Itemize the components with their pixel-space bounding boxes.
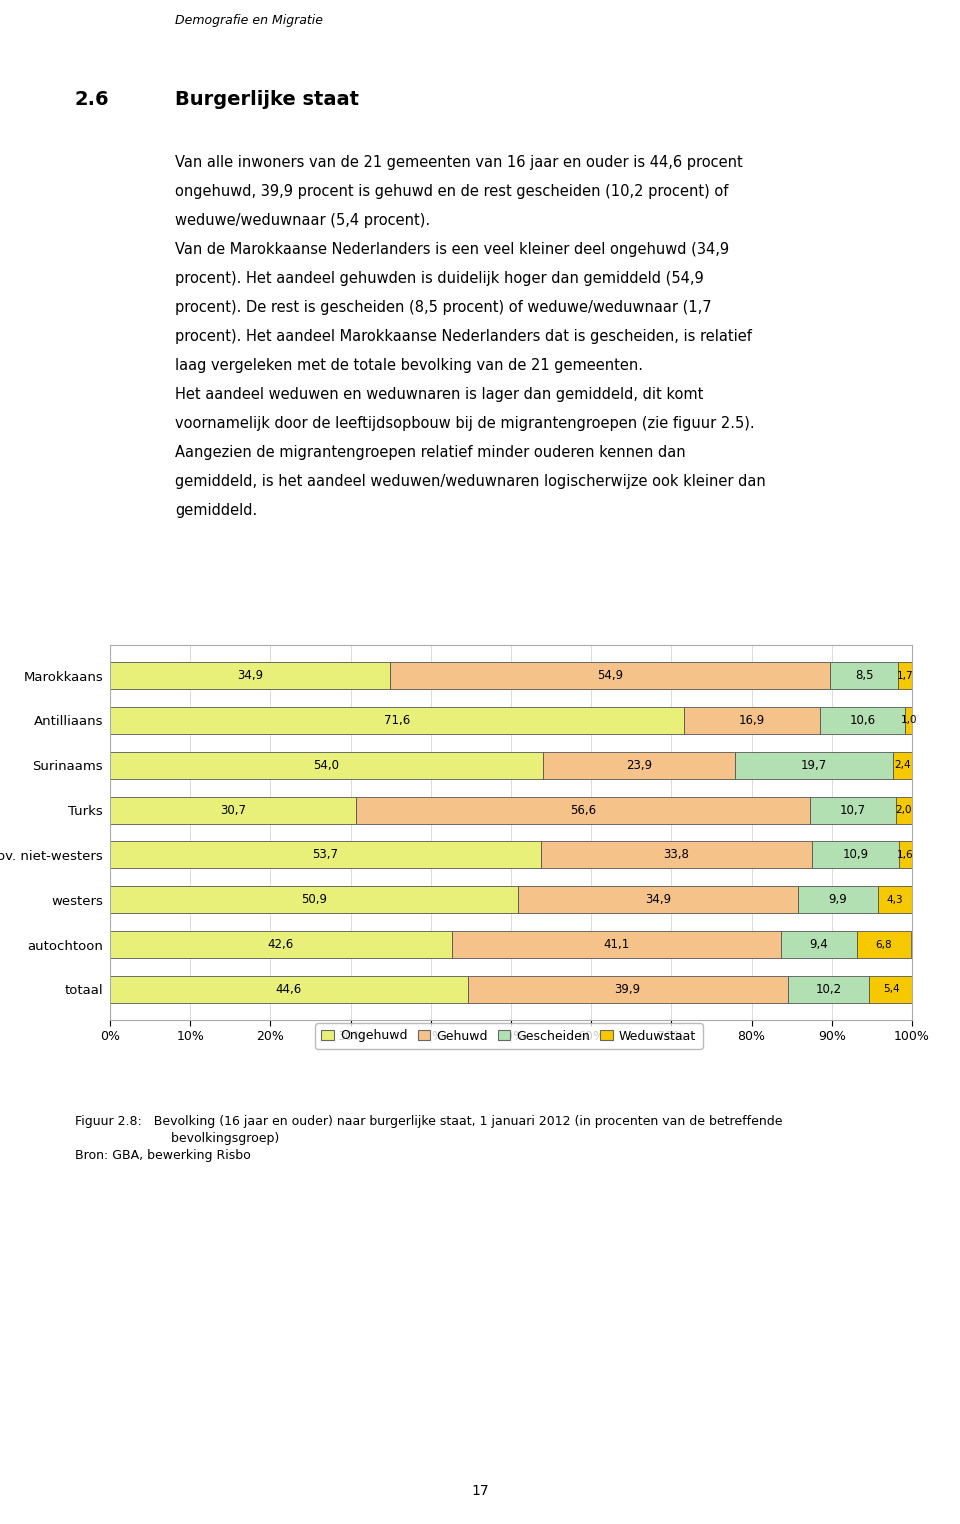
Bar [110, 661, 390, 689]
Text: 2,4: 2,4 [894, 760, 911, 770]
Text: gemiddeld, is het aandeel weduwen/weduwnaren logischerwijze ook kleiner dan: gemiddeld, is het aandeel weduwen/weduwn… [175, 474, 766, 489]
Text: procent). Het aandeel gehuwden is duidelijk hoger dan gemiddeld (54,9: procent). Het aandeel gehuwden is duidel… [175, 271, 704, 287]
Text: voornamelijk door de leeftijdsopbouw bij de migrantengroepen (zie figuur 2.5).: voornamelijk door de leeftijdsopbouw bij… [175, 416, 755, 431]
Text: 41,1: 41,1 [603, 939, 630, 951]
Text: 9,4: 9,4 [809, 939, 828, 951]
Bar [904, 707, 913, 735]
Text: 34,9: 34,9 [237, 669, 263, 683]
Text: 44,6: 44,6 [276, 983, 302, 997]
Bar [390, 661, 830, 689]
Text: 50,9: 50,9 [301, 893, 327, 907]
Text: Het aandeel weduwen en weduwnaren is lager dan gemiddeld, dit komt: Het aandeel weduwen en weduwnaren is lag… [175, 387, 704, 402]
Text: 17: 17 [471, 1484, 489, 1498]
Bar [798, 887, 877, 913]
Text: ongehuwd, 39,9 procent is gehuwd en de rest gescheiden (10,2 procent) of: ongehuwd, 39,9 procent is gehuwd en de r… [175, 184, 729, 200]
Bar [899, 661, 912, 689]
Text: 30,7: 30,7 [220, 803, 246, 817]
Text: procent). De rest is gescheiden (8,5 procent) of weduwe/weduwnaar (1,7: procent). De rest is gescheiden (8,5 pro… [175, 300, 711, 315]
Text: Aangezien de migrantengroepen relatief minder ouderen kennen dan: Aangezien de migrantengroepen relatief m… [175, 445, 685, 460]
Bar [356, 797, 810, 823]
Text: 33,8: 33,8 [663, 849, 689, 861]
Text: 71,6: 71,6 [384, 713, 410, 727]
Bar [830, 661, 899, 689]
Text: gemiddeld.: gemiddeld. [175, 503, 257, 518]
Text: weduwe/weduwnaar (5,4 procent).: weduwe/weduwnaar (5,4 procent). [175, 213, 430, 229]
Text: 10,7: 10,7 [840, 803, 866, 817]
Text: laag vergeleken met de totale bevolking van de 21 gemeenten.: laag vergeleken met de totale bevolking … [175, 358, 643, 373]
Bar [900, 841, 912, 869]
Bar [518, 887, 798, 913]
Bar [468, 975, 788, 1003]
Bar [684, 707, 820, 735]
Text: 9,9: 9,9 [828, 893, 847, 907]
Text: 53,7: 53,7 [312, 849, 338, 861]
Bar [110, 797, 356, 823]
Text: Van alle inwoners van de 21 gemeenten van 16 jaar en ouder is 44,6 procent: Van alle inwoners van de 21 gemeenten va… [175, 155, 743, 171]
Bar [812, 841, 900, 869]
Bar [110, 751, 543, 779]
Text: 54,9: 54,9 [597, 669, 623, 683]
Bar [110, 931, 451, 959]
Bar [893, 751, 912, 779]
Text: procent). Het aandeel Marokkaanse Nederlanders dat is gescheiden, is relatief: procent). Het aandeel Marokkaanse Nederl… [175, 329, 752, 344]
Text: 10,9: 10,9 [842, 849, 869, 861]
Text: 23,9: 23,9 [626, 759, 652, 771]
Bar [870, 975, 913, 1003]
Text: Burgerlijke staat: Burgerlijke staat [175, 90, 359, 110]
Text: 10,6: 10,6 [850, 713, 876, 727]
Text: 2,0: 2,0 [896, 805, 912, 815]
Bar [110, 887, 518, 913]
Bar [451, 931, 781, 959]
Bar [896, 797, 912, 823]
Bar [820, 707, 904, 735]
Bar [543, 751, 734, 779]
Text: 6,8: 6,8 [876, 940, 892, 949]
Bar [110, 975, 468, 1003]
Text: 39,9: 39,9 [614, 983, 640, 997]
Text: 16,9: 16,9 [739, 713, 765, 727]
Bar [734, 751, 893, 779]
Text: 5,4: 5,4 [883, 985, 900, 995]
Text: 1,6: 1,6 [898, 850, 914, 860]
Text: 4,3: 4,3 [886, 895, 903, 905]
Text: Van de Marokkaanse Nederlanders is een veel kleiner deel ongehuwd (34,9: Van de Marokkaanse Nederlanders is een v… [175, 242, 730, 258]
Text: bevolkingsgroep): bevolkingsgroep) [75, 1132, 279, 1145]
Bar [877, 887, 912, 913]
Bar [540, 841, 812, 869]
Text: Figuur 2.8:   Bevolking (16 jaar en ouder) naar burgerlijke staat, 1 januari 201: Figuur 2.8: Bevolking (16 jaar en ouder)… [75, 1116, 782, 1128]
Bar [810, 797, 896, 823]
Text: 34,9: 34,9 [645, 893, 671, 907]
Bar [856, 931, 911, 959]
Text: 1,7: 1,7 [897, 671, 914, 681]
Legend: Ongehuwd, Gehuwd, Gescheiden, Weduwstaat: Ongehuwd, Gehuwd, Gescheiden, Weduwstaat [315, 1023, 703, 1049]
Text: 2.6: 2.6 [75, 90, 109, 110]
Text: 8,5: 8,5 [855, 669, 874, 683]
Text: 42,6: 42,6 [268, 939, 294, 951]
Bar [110, 707, 684, 735]
Text: 10,2: 10,2 [816, 983, 842, 997]
Text: 56,6: 56,6 [570, 803, 596, 817]
Text: 19,7: 19,7 [801, 759, 827, 771]
Bar [781, 931, 856, 959]
Bar [788, 975, 870, 1003]
Text: 54,0: 54,0 [314, 759, 340, 771]
Bar [110, 841, 540, 869]
Text: Bron: GBA, bewerking Risbo: Bron: GBA, bewerking Risbo [75, 1149, 251, 1161]
Text: Demografie en Migratie: Demografie en Migratie [175, 14, 323, 27]
Text: 1,0: 1,0 [900, 715, 917, 725]
